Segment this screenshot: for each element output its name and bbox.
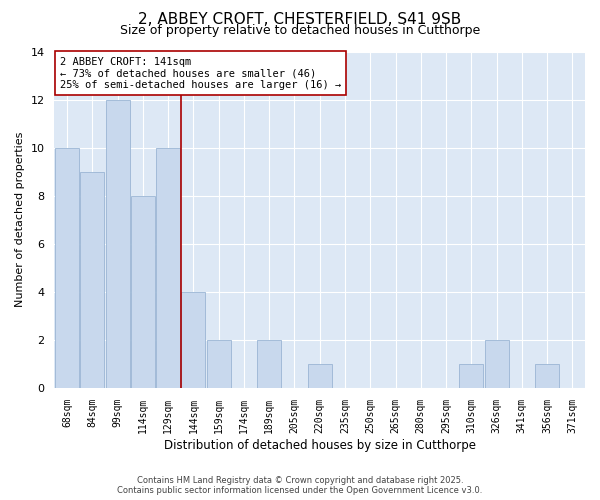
Bar bbox=[106, 100, 130, 388]
Text: 2 ABBEY CROFT: 141sqm
← 73% of detached houses are smaller (46)
25% of semi-deta: 2 ABBEY CROFT: 141sqm ← 73% of detached … bbox=[60, 56, 341, 90]
Text: Contains HM Land Registry data © Crown copyright and database right 2025.
Contai: Contains HM Land Registry data © Crown c… bbox=[118, 476, 482, 495]
X-axis label: Distribution of detached houses by size in Cutthorpe: Distribution of detached houses by size … bbox=[164, 440, 476, 452]
Bar bbox=[459, 364, 484, 388]
Bar bbox=[308, 364, 332, 388]
Text: Size of property relative to detached houses in Cutthorpe: Size of property relative to detached ho… bbox=[120, 24, 480, 37]
Y-axis label: Number of detached properties: Number of detached properties bbox=[15, 132, 25, 307]
Bar bbox=[206, 340, 230, 388]
Bar bbox=[80, 172, 104, 388]
Bar bbox=[55, 148, 79, 388]
Bar bbox=[131, 196, 155, 388]
Bar bbox=[535, 364, 559, 388]
Bar bbox=[181, 292, 205, 388]
Bar bbox=[257, 340, 281, 388]
Bar bbox=[156, 148, 180, 388]
Text: 2, ABBEY CROFT, CHESTERFIELD, S41 9SB: 2, ABBEY CROFT, CHESTERFIELD, S41 9SB bbox=[139, 12, 461, 28]
Bar bbox=[485, 340, 509, 388]
